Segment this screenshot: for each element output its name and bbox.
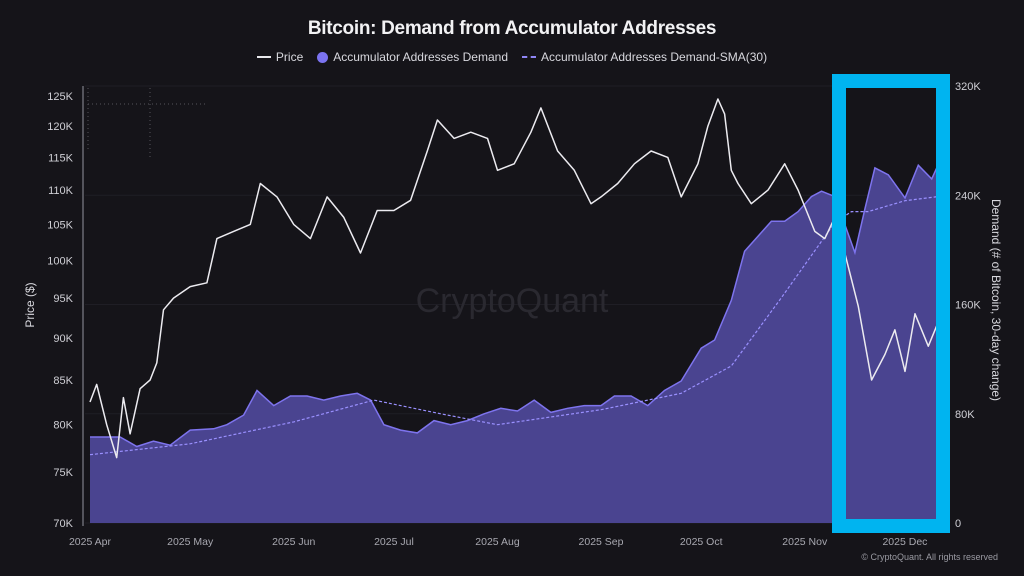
y-left-tick-label: 75K xyxy=(53,467,73,479)
y-left-tick-label: 95K xyxy=(53,293,73,305)
price-line xyxy=(89,98,949,459)
watermark: CryptoQuant xyxy=(416,282,609,320)
dotted-crosshair xyxy=(87,88,205,160)
y-right-tick-label: 80K xyxy=(955,409,975,421)
y-left-axis-label: Price ($) xyxy=(23,282,37,327)
legend-item-sma[interactable]: Accumulator Addresses Demand-SMA(30) xyxy=(522,50,767,64)
y-left-tick-label: 90K xyxy=(53,333,73,345)
legend-label: Accumulator Addresses Demand xyxy=(333,50,508,64)
y-left-tick-label: 120K xyxy=(47,121,73,133)
y-left-tick-label: 100K xyxy=(47,255,73,267)
dot-swatch-icon xyxy=(317,51,329,63)
x-tick-label: 2025 Nov xyxy=(782,536,828,548)
y-left-tick-label: 80K xyxy=(53,420,73,432)
highlight-box xyxy=(832,74,950,533)
legend-item-price[interactable]: Price xyxy=(256,50,304,64)
y-right-tick-label: 0 xyxy=(955,518,961,530)
x-tick-label: 2025 Apr xyxy=(69,536,112,548)
chart-title: Bitcoin: Demand from Accumulator Address… xyxy=(307,18,717,39)
copyright: © CryptoQuant. All rights reserved xyxy=(861,552,998,562)
y-right-tick-label: 240K xyxy=(955,190,981,202)
line-swatch-icon xyxy=(256,56,271,58)
legend-label: Price xyxy=(275,50,304,64)
y-left-tick-label: 105K xyxy=(47,219,73,231)
y-left-tick-label: 70K xyxy=(53,518,73,530)
x-tick-label: 2025 Jul xyxy=(374,536,414,548)
x-tick-label: 2025 Oct xyxy=(680,536,723,548)
y-right-axis-label: Demand (# of Bitcoin, 30-day change) xyxy=(989,199,1003,401)
demand-area xyxy=(90,113,949,524)
x-tick-label: 2025 Jun xyxy=(272,536,315,548)
x-tick-label: 2025 May xyxy=(167,536,214,548)
y-right-tick-label: 160K xyxy=(955,300,981,312)
x-tick-label: 2025 Aug xyxy=(475,536,520,548)
legend: Price Accumulator Addresses Demand Accum… xyxy=(0,50,1024,64)
x-tick-label: 2025 Dec xyxy=(882,536,927,548)
x-tick-label: 2025 Sep xyxy=(579,536,624,548)
y-left-tick-label: 115K xyxy=(48,152,74,164)
sma30-line xyxy=(89,194,949,456)
y-right-tick-label: 320K xyxy=(955,81,981,93)
legend-item-demand[interactable]: Accumulator Addresses Demand xyxy=(317,50,508,64)
y-left-tick-label: 125K xyxy=(47,91,73,103)
y-left-tick-label: 85K xyxy=(53,375,73,387)
legend-label: Accumulator Addresses Demand-SMA(30) xyxy=(541,50,768,64)
y-left-tick-label: 110K xyxy=(48,185,74,197)
dashed-swatch-icon xyxy=(522,56,536,58)
